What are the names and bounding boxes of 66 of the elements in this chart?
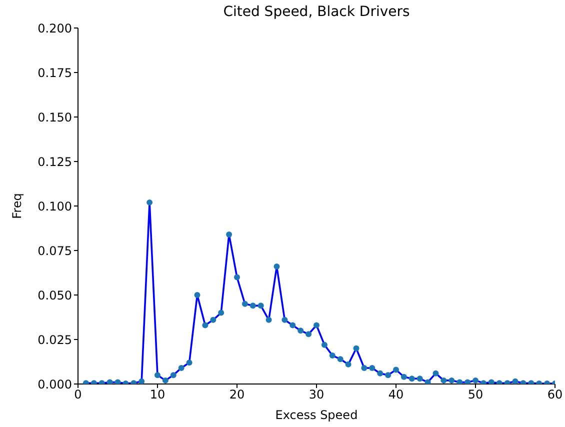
point <box>226 231 232 238</box>
point <box>448 377 455 384</box>
point <box>440 377 447 384</box>
x-tick-label: 60 <box>547 388 563 402</box>
x-tick-label: 50 <box>468 388 484 402</box>
point <box>400 374 407 380</box>
point <box>146 199 153 206</box>
y-tick-label: 0.150 <box>38 110 72 124</box>
x-tick-label: 20 <box>229 388 245 402</box>
point <box>218 310 224 316</box>
point <box>210 316 216 323</box>
point <box>424 379 431 384</box>
y-axis-title: Freq <box>10 192 24 221</box>
y-tick-label: 0.175 <box>38 66 72 80</box>
point <box>234 274 240 280</box>
point <box>282 316 288 323</box>
point <box>472 377 478 384</box>
point <box>194 292 200 298</box>
x-tick-label: 40 <box>388 388 404 402</box>
point <box>314 322 320 328</box>
point <box>393 366 399 373</box>
point <box>329 352 336 359</box>
point <box>162 377 168 384</box>
point <box>274 264 280 270</box>
y-tick-label: 0.050 <box>38 288 72 302</box>
point <box>138 378 145 384</box>
y-tick-label: 0.125 <box>38 154 72 169</box>
point <box>488 379 494 384</box>
y-tick-label: 0.075 <box>38 244 72 258</box>
point <box>432 370 439 376</box>
point <box>170 372 176 378</box>
point <box>186 360 192 366</box>
point <box>290 322 296 328</box>
x-tick-label: 10 <box>150 388 166 402</box>
point <box>353 345 360 352</box>
y-tick-label: 0.200 <box>38 21 72 36</box>
point <box>385 372 392 378</box>
point <box>408 376 415 382</box>
point <box>464 379 471 384</box>
point <box>202 322 208 328</box>
point <box>456 379 463 384</box>
point <box>114 379 121 384</box>
point <box>377 370 384 376</box>
point <box>250 302 256 309</box>
point <box>321 342 328 348</box>
point <box>369 364 376 371</box>
point <box>337 356 344 362</box>
y-tick-label: 0.100 <box>38 199 72 214</box>
point <box>298 328 304 334</box>
point <box>512 378 518 384</box>
point <box>154 372 160 378</box>
point <box>416 376 423 382</box>
y-tick-label: 0.000 <box>38 377 72 392</box>
point <box>242 300 248 307</box>
point <box>345 361 352 368</box>
x-tick-label: 30 <box>308 388 324 402</box>
x-tick-label: 0 <box>74 388 82 402</box>
y-tick-label: 0.025 <box>38 332 72 347</box>
point <box>106 379 113 384</box>
point <box>361 364 368 371</box>
x-axis-title: Excess Speed <box>274 408 359 422</box>
point <box>258 302 264 309</box>
chart-title: Cited Speed, Black Drivers <box>222 4 411 20</box>
point <box>266 316 272 323</box>
point <box>306 331 312 338</box>
point <box>178 364 184 371</box>
